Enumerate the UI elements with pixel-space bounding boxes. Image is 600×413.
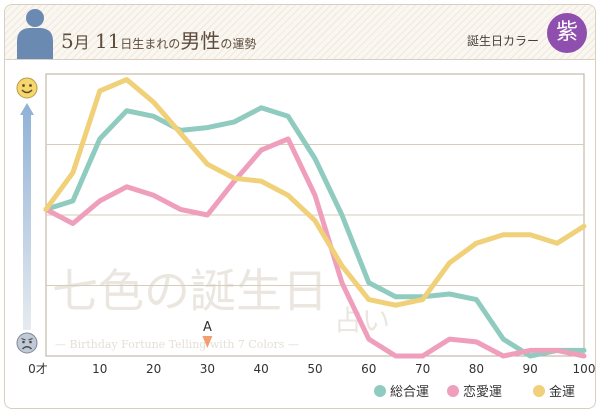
x-axis-ticks: 0才 10 20 30 40 50 60 70 80 90 100	[28, 362, 595, 376]
x-tick-label: 50	[307, 362, 322, 376]
series-layer	[43, 77, 587, 359]
birthday-color-badge: 紫	[547, 13, 587, 53]
series-line-general	[43, 105, 587, 359]
watermark-subtitle: — Birthday Fortune Telling with 7 Colors…	[55, 338, 299, 351]
x-tick-label: 80	[469, 362, 484, 376]
legend-label-general: 総合運	[390, 385, 429, 400]
happy-face-icon	[16, 77, 38, 99]
legend-label-money: 金運	[549, 384, 575, 400]
page-title: 5月 11日生まれの男性の運勢	[61, 25, 256, 54]
watermark: 七色の誕生日 占い — Birthday Fortune Telling wit…	[52, 264, 390, 351]
legend-label-love: 恋愛運	[463, 384, 502, 400]
header: 5月 11日生まれの男性の運勢 誕生日カラー 紫	[5, 5, 595, 60]
x-tick-label: 40	[254, 362, 269, 376]
marker-label: A	[203, 320, 212, 335]
series-line-love	[43, 136, 587, 359]
legend-swatch-money	[533, 385, 545, 397]
person-icon	[17, 9, 53, 59]
x-tick-label: 10	[92, 362, 107, 376]
title-subject: 男性	[180, 29, 221, 53]
legend-swatch-general	[374, 385, 386, 397]
x-tick-label: 60	[361, 362, 376, 376]
watermark-title: 七色の誕生日	[52, 264, 328, 318]
x-tick-label: 100	[573, 362, 596, 376]
x-tick-label: 70	[415, 362, 430, 376]
marker-triangle	[202, 336, 213, 348]
birthday-color-label: 誕生日カラー	[466, 34, 539, 48]
title-day: 11	[94, 29, 121, 53]
legend: 総合運 恋愛運 金運	[374, 384, 575, 400]
x-tick-label: 20	[146, 362, 161, 376]
x-tick-label: 90	[523, 362, 538, 376]
title-suffix2: の運勢	[220, 37, 257, 51]
age-marker: A	[202, 320, 213, 348]
legend-swatch-love	[447, 385, 459, 397]
gridlines	[46, 144, 584, 286]
mood-scale-arrow	[20, 103, 34, 330]
sad-face-icon	[16, 332, 38, 354]
x-tick-label: 30	[200, 362, 215, 376]
title-month: 5	[61, 29, 74, 53]
title-suffix: 日生まれの	[120, 37, 181, 51]
title-month-unit: 月	[73, 33, 90, 52]
fortune-card: 5月 11日生まれの男性の運勢 誕生日カラー 紫	[4, 4, 596, 409]
x-tick-label: 0才	[28, 362, 48, 376]
series-line-money	[43, 77, 587, 308]
